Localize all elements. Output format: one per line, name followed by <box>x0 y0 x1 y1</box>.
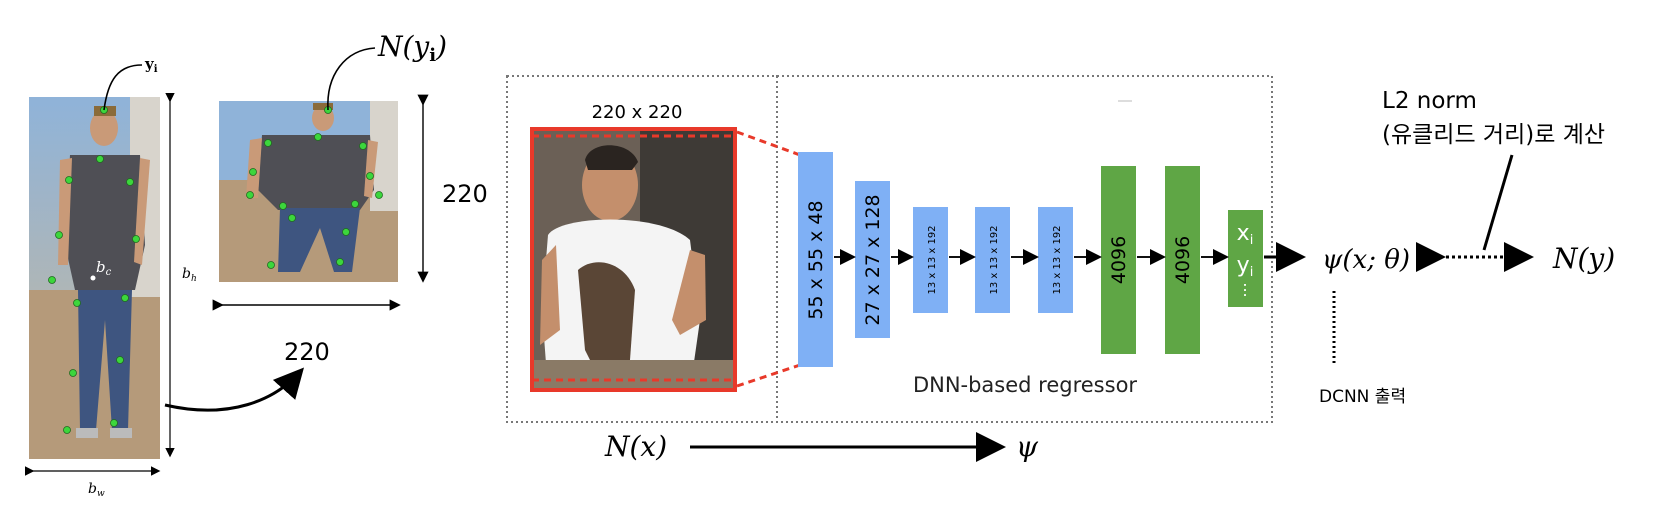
l2-line-2: (유클리드 거리)로 계산 <box>1382 122 1605 148</box>
layer-5-label: 13 x 13 x 192 <box>1052 225 1063 294</box>
l2-pointer <box>1482 154 1514 251</box>
ny-label: N(y) <box>1552 242 1615 275</box>
layer-1: 55 x 55 x 48 <box>798 152 833 367</box>
psi-label: ψ <box>1016 430 1039 463</box>
center-point <box>90 275 96 281</box>
bc-label: bc <box>96 258 112 278</box>
output-y: yi <box>1237 253 1254 280</box>
dcnn-label: DCNN 출력 <box>1319 387 1406 407</box>
projection-bottom <box>736 363 801 388</box>
nyi-pointer <box>327 47 376 111</box>
bh-label: bh <box>182 266 197 284</box>
crop-height-label: 220 <box>442 180 488 208</box>
nyi-label: N(yi) <box>377 30 447 66</box>
layer-5: 13 x 13 x 192 <box>1038 207 1073 313</box>
psi-expression: ψ(x; θ) <box>1322 245 1410 275</box>
layer-6: 4096 <box>1101 166 1136 354</box>
bw-label: bw <box>88 481 105 499</box>
keypoints-crop <box>246 106 383 269</box>
output-layer: xi yi ... <box>1228 210 1263 307</box>
crop-transform-arrow <box>164 367 304 412</box>
layer-6-label: 4096 <box>1108 236 1130 284</box>
full-person-image <box>29 97 160 459</box>
input-image <box>532 129 735 390</box>
crop-width-label: 220 <box>284 338 330 366</box>
layer-7-label: 4096 <box>1172 236 1194 284</box>
layer-3-label: 13 x 13 x 192 <box>927 225 938 294</box>
projection-top <box>736 130 801 157</box>
output-dots: ... <box>1240 282 1259 297</box>
layer-3: 13 x 13 x 192 <box>913 207 948 313</box>
yi-label: yi <box>144 55 158 75</box>
yi-pointer <box>103 64 143 111</box>
input-crop-border <box>530 127 737 392</box>
layer-7: 4096 <box>1165 166 1200 354</box>
regressor-label: DNN-based regressor <box>913 373 1137 397</box>
cropped-person-image <box>219 101 398 282</box>
output-x: xi <box>1237 221 1254 248</box>
l2-line-1: L2 norm <box>1382 88 1477 114</box>
layer-4-label: 13 x 13 x 192 <box>989 225 1000 294</box>
layer-2: 27 x 27 x 128 <box>855 181 890 338</box>
layer-4: 13 x 13 x 192 <box>975 207 1010 313</box>
nx-label: N(x) <box>604 430 667 463</box>
layer-1-label: 55 x 55 x 48 <box>805 200 827 319</box>
input-size-label: 220 x 220 <box>592 102 683 123</box>
input-frame <box>506 75 778 423</box>
layer-2-label: 27 x 27 x 128 <box>862 194 884 325</box>
